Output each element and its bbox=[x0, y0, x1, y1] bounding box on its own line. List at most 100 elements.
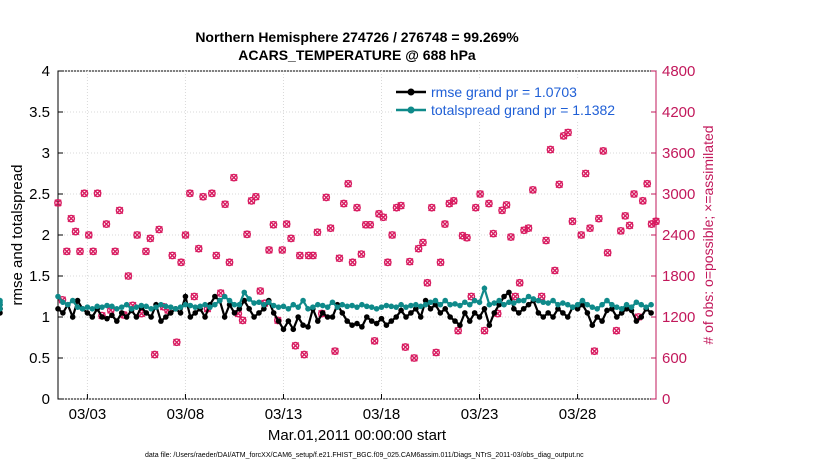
rmse-point bbox=[560, 310, 566, 316]
totalspread-point bbox=[265, 299, 272, 306]
x-tick-label: 03/03 bbox=[69, 406, 107, 423]
obs-assimilated-marker bbox=[423, 279, 432, 287]
obs-possible-marker bbox=[419, 238, 427, 247]
totalspread-point bbox=[368, 304, 375, 310]
obs-assimilated-marker bbox=[221, 200, 229, 208]
rmse-point bbox=[114, 318, 120, 324]
obs-possible-marker bbox=[102, 220, 111, 228]
rmse-point bbox=[251, 314, 257, 320]
legend-box bbox=[392, 80, 650, 122]
rmse-point bbox=[300, 322, 306, 329]
obs-possible-marker bbox=[638, 196, 647, 205]
rmse-point bbox=[613, 314, 620, 320]
obs-possible-marker bbox=[612, 326, 621, 335]
rmse-point bbox=[515, 310, 522, 316]
obs-assimilated-marker bbox=[401, 343, 410, 351]
totalspread-point bbox=[417, 303, 424, 310]
obs-assimilated-marker bbox=[208, 189, 216, 198]
obs-possible-marker bbox=[463, 233, 471, 242]
obs-possible-marker bbox=[414, 244, 423, 253]
rmse-point bbox=[295, 314, 301, 320]
totalspread-series bbox=[0, 284, 654, 312]
obs-possible-marker bbox=[344, 179, 353, 188]
rmse-point bbox=[359, 324, 365, 330]
totalspread-point bbox=[413, 301, 419, 308]
totalspread-point bbox=[202, 301, 208, 308]
obs-assimilated-marker bbox=[366, 221, 374, 229]
obs-assimilated-marker bbox=[384, 258, 392, 267]
totalspread-point bbox=[305, 306, 311, 312]
right-tick-label: 1200 bbox=[662, 309, 695, 326]
legend-spread-marker bbox=[407, 106, 415, 114]
obs-possible-marker bbox=[247, 196, 256, 205]
rmse-point bbox=[339, 310, 346, 316]
totalspread-point bbox=[564, 301, 571, 308]
obs-possible-marker bbox=[54, 198, 62, 207]
rmse-point bbox=[202, 314, 208, 320]
rmse-point bbox=[579, 301, 586, 308]
totalspread-point bbox=[148, 306, 154, 312]
obs-possible-marker bbox=[172, 338, 181, 347]
obs-assimilated-marker bbox=[625, 221, 634, 230]
obs-assimilated-marker bbox=[445, 199, 454, 208]
obs-possible-marker bbox=[405, 257, 414, 266]
obs-possible-marker bbox=[528, 185, 537, 194]
obs-possible-marker bbox=[599, 147, 608, 155]
obs-assimilated-marker bbox=[71, 227, 80, 236]
rmse-point bbox=[648, 310, 654, 316]
totalspread-point bbox=[0, 306, 3, 312]
obs-assimilated-marker bbox=[542, 236, 550, 245]
totalspread-point bbox=[251, 300, 257, 306]
rmse-point bbox=[256, 310, 262, 316]
rmse-point bbox=[491, 310, 498, 316]
totalspread-point bbox=[104, 302, 110, 309]
totalspread-point bbox=[496, 297, 502, 304]
totalspread-point bbox=[290, 301, 297, 308]
obs-possible-marker bbox=[550, 266, 559, 275]
obs-assimilated-marker bbox=[230, 173, 238, 182]
totalspread-point bbox=[471, 297, 478, 304]
obs-possible-marker bbox=[471, 203, 480, 212]
totalspread-point bbox=[319, 302, 326, 309]
right-tick-label: 3600 bbox=[662, 145, 695, 162]
totalspread-point bbox=[114, 306, 120, 312]
obs-possible-marker bbox=[278, 246, 287, 254]
obs-assimilated-marker bbox=[595, 214, 603, 223]
y-axis-right-label: # of obs: o=possible; ×=assimilated bbox=[700, 125, 716, 344]
obs-possible-marker bbox=[594, 214, 603, 223]
totalspread-point bbox=[246, 296, 252, 302]
obs-assimilated-marker bbox=[406, 257, 414, 266]
obs-assimilated-marker bbox=[441, 220, 449, 228]
rmse-point bbox=[599, 318, 605, 324]
obs-possible-marker bbox=[111, 247, 120, 256]
obs-assimilated-marker bbox=[186, 189, 194, 198]
totalspread-point bbox=[226, 297, 233, 304]
totalspread-point bbox=[520, 297, 527, 304]
rmse-point bbox=[555, 306, 561, 312]
x-axis-label: Mar.01,2011 00:00:00 start bbox=[268, 427, 447, 444]
rmse-point bbox=[74, 297, 81, 304]
obs-assimilated-marker bbox=[124, 272, 133, 280]
rmse-point bbox=[535, 310, 542, 316]
totalspread-point bbox=[525, 293, 532, 300]
rmse-point bbox=[55, 306, 61, 312]
totalspread-point bbox=[442, 297, 449, 304]
rmse-point bbox=[452, 318, 458, 324]
obs-assimilated-marker bbox=[379, 213, 388, 221]
rmse-point bbox=[466, 318, 473, 324]
obs-assimilated-marker bbox=[524, 224, 533, 232]
totalspread-point bbox=[221, 293, 228, 300]
obs-assimilated-marker bbox=[419, 238, 427, 247]
totalspread-point bbox=[511, 300, 517, 306]
rmse-point bbox=[408, 310, 414, 316]
rmse-point bbox=[212, 293, 218, 300]
rmse-point bbox=[520, 306, 527, 312]
obs-possible-marker bbox=[537, 292, 546, 301]
obs-possible-marker bbox=[225, 258, 234, 267]
obs-possible-marker bbox=[207, 189, 216, 198]
rmse-point bbox=[285, 318, 292, 324]
totalspread-point bbox=[628, 304, 635, 310]
obs-assimilated-marker bbox=[63, 247, 71, 256]
obs-assimilated-marker bbox=[344, 180, 352, 188]
obs-assimilated-marker bbox=[190, 292, 199, 301]
